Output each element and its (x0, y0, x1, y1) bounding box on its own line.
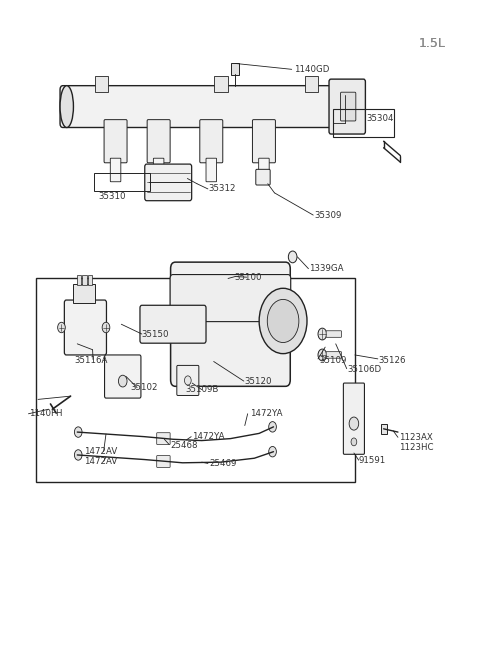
Text: 35312: 35312 (209, 185, 236, 193)
Circle shape (184, 376, 191, 385)
Text: 35126: 35126 (379, 356, 406, 365)
Text: 35150: 35150 (142, 329, 169, 339)
FancyBboxPatch shape (256, 170, 270, 185)
Text: 35310: 35310 (99, 193, 126, 201)
Ellipse shape (60, 86, 73, 128)
FancyBboxPatch shape (214, 76, 228, 92)
Text: 35106D: 35106D (348, 365, 382, 375)
FancyBboxPatch shape (200, 120, 223, 163)
Circle shape (58, 322, 65, 333)
FancyBboxPatch shape (82, 275, 86, 285)
FancyBboxPatch shape (326, 331, 341, 337)
Text: 1339GA: 1339GA (310, 264, 344, 273)
Circle shape (259, 288, 307, 354)
Text: 1140GD: 1140GD (294, 65, 329, 74)
Text: 1472AV: 1472AV (84, 447, 118, 456)
Circle shape (74, 427, 82, 438)
Text: 1472YA: 1472YA (192, 432, 225, 441)
FancyBboxPatch shape (381, 424, 387, 434)
Text: 35109: 35109 (319, 356, 347, 365)
Circle shape (269, 447, 276, 457)
Circle shape (267, 299, 299, 343)
FancyBboxPatch shape (157, 456, 170, 468)
FancyBboxPatch shape (329, 79, 365, 134)
Circle shape (318, 349, 326, 361)
Circle shape (351, 438, 357, 446)
FancyBboxPatch shape (73, 284, 96, 303)
FancyBboxPatch shape (259, 159, 269, 181)
Text: 1123AX: 1123AX (399, 433, 432, 442)
FancyBboxPatch shape (88, 275, 92, 285)
Text: 1.5L: 1.5L (419, 37, 446, 50)
Circle shape (74, 450, 82, 460)
FancyBboxPatch shape (145, 164, 192, 200)
FancyBboxPatch shape (305, 76, 319, 92)
FancyBboxPatch shape (231, 63, 239, 75)
FancyBboxPatch shape (147, 120, 170, 163)
FancyBboxPatch shape (326, 352, 341, 358)
FancyBboxPatch shape (170, 274, 291, 322)
Circle shape (349, 417, 359, 430)
Text: 91591: 91591 (359, 456, 386, 464)
Circle shape (269, 422, 276, 432)
FancyBboxPatch shape (64, 300, 107, 355)
Text: 1123HC: 1123HC (399, 443, 433, 451)
Text: 1472AV: 1472AV (84, 457, 118, 466)
FancyBboxPatch shape (340, 92, 356, 121)
Text: 35102: 35102 (130, 383, 157, 392)
Text: 1140FH: 1140FH (29, 409, 63, 419)
Text: 25469: 25469 (209, 459, 236, 468)
Circle shape (119, 375, 127, 387)
Text: 25468: 25468 (170, 441, 198, 449)
Text: 35109B: 35109B (185, 385, 218, 394)
FancyBboxPatch shape (252, 120, 276, 163)
Text: 35304: 35304 (367, 114, 395, 123)
Circle shape (288, 251, 297, 263)
FancyBboxPatch shape (140, 305, 206, 343)
FancyBboxPatch shape (60, 86, 338, 128)
Text: 35309: 35309 (314, 210, 342, 219)
Text: 1472YA: 1472YA (250, 409, 282, 419)
Circle shape (318, 328, 326, 340)
FancyBboxPatch shape (76, 275, 81, 285)
Circle shape (102, 322, 110, 333)
FancyBboxPatch shape (157, 433, 170, 445)
FancyBboxPatch shape (170, 262, 290, 386)
FancyBboxPatch shape (95, 76, 108, 92)
Text: 1.5L: 1.5L (419, 37, 446, 50)
Text: 35120: 35120 (245, 377, 272, 386)
FancyBboxPatch shape (110, 159, 121, 181)
Text: 35116A: 35116A (75, 356, 108, 365)
FancyBboxPatch shape (105, 355, 141, 398)
FancyBboxPatch shape (343, 383, 364, 455)
Text: 35100: 35100 (234, 272, 262, 282)
FancyBboxPatch shape (104, 120, 127, 163)
FancyBboxPatch shape (177, 365, 199, 396)
FancyBboxPatch shape (206, 159, 216, 181)
FancyBboxPatch shape (154, 159, 164, 181)
